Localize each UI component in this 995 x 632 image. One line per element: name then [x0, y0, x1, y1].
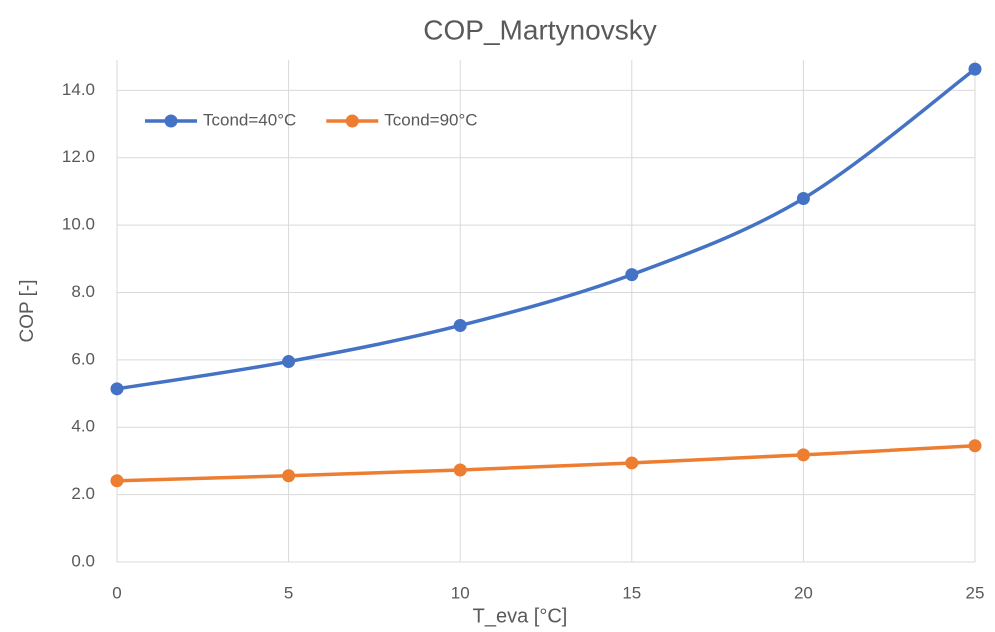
y-tick-label: 2.0: [71, 484, 95, 503]
x-tick-label: 5: [284, 583, 293, 602]
series-line: [116, 444, 976, 483]
x-tick-label: 10: [451, 583, 470, 602]
legend-marker: [345, 114, 359, 128]
x-tick-label: 25: [966, 583, 985, 602]
data-point: [968, 62, 982, 76]
data-point: [282, 469, 296, 483]
data-point: [110, 474, 124, 488]
y-tick-label: 8.0: [71, 282, 95, 301]
y-tick-label: 12.0: [62, 147, 95, 166]
legend-marker: [164, 114, 178, 128]
data-point: [453, 463, 467, 477]
data-point: [282, 355, 296, 369]
y-tick-label: 4.0: [71, 417, 95, 436]
data-point: [796, 448, 810, 462]
chart-title: COP_Martynovsky: [423, 14, 656, 45]
data-point: [625, 456, 639, 470]
data-point: [453, 318, 467, 332]
legend-label: Tcond=90°C: [384, 110, 477, 129]
y-axis-label: COP [-]: [17, 280, 38, 343]
x-axis-label: T_eva [°C]: [473, 605, 568, 627]
x-tick-label: 0: [112, 583, 121, 602]
data-point: [796, 191, 810, 205]
y-tick-label: 14.0: [62, 80, 95, 99]
y-tick-label: 10.0: [62, 215, 95, 234]
legend-label: Tcond=40°C: [203, 110, 296, 129]
y-tick-label: 6.0: [71, 349, 95, 368]
x-tick-label: 15: [622, 583, 641, 602]
data-point: [625, 268, 639, 282]
y-tick-label: 0.0: [71, 551, 95, 570]
data-point: [968, 439, 982, 453]
x-tick-label: 20: [794, 583, 813, 602]
data-point: [110, 382, 124, 396]
series-line: [116, 67, 977, 391]
